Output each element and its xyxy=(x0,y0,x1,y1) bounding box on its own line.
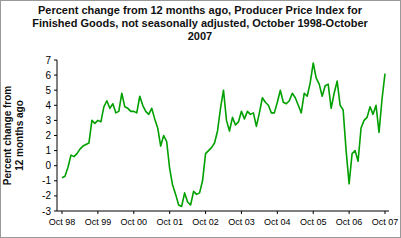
x-tick xyxy=(241,211,242,214)
plot-area xyxy=(62,63,385,206)
y-label-line: 12 months ago xyxy=(14,100,25,171)
y-tick-label: 6 xyxy=(45,70,51,81)
y-tick xyxy=(54,90,57,91)
y-tick-label: 3 xyxy=(45,115,51,126)
x-tick xyxy=(62,211,63,214)
y-tick-label: -2 xyxy=(42,190,51,201)
title-line: Finished Goods, not seasonally adjusted,… xyxy=(32,17,368,29)
x-tick-label: Oct 06 xyxy=(336,217,363,227)
x-tick xyxy=(277,211,278,214)
y-tick xyxy=(54,180,57,181)
x-tick-label: Oct 98 xyxy=(49,217,76,227)
chart-svg: Percent change from 12 months ago, Produ… xyxy=(0,0,401,238)
y-tick xyxy=(54,60,57,61)
x-axis-line xyxy=(57,211,389,212)
y-tick-label: -1 xyxy=(42,175,51,186)
y-tick-label: 1 xyxy=(45,145,51,156)
y-label-line: Percent change from xyxy=(2,86,13,186)
y-axis-label: Percent change from12 months ago xyxy=(2,86,25,186)
y-tick-label: 0 xyxy=(45,160,51,171)
series-line xyxy=(62,63,385,206)
y-tick xyxy=(54,105,57,106)
x-tick-label: Oct 07 xyxy=(372,217,399,227)
y-tick-label: 2 xyxy=(45,130,51,141)
y-tick-label: 7 xyxy=(45,55,51,66)
y-tick-label: 4 xyxy=(45,100,51,111)
x-tick-label: Oct 99 xyxy=(85,217,112,227)
y-tick-label: 5 xyxy=(45,85,51,96)
chart-border xyxy=(1,1,401,238)
x-tick xyxy=(97,211,98,214)
y-tick xyxy=(54,150,57,151)
x-tick xyxy=(169,211,170,214)
x-tick-label: Oct 01 xyxy=(156,217,183,227)
x-tick xyxy=(313,211,314,214)
y-tick xyxy=(54,135,57,136)
title-line: 2007 xyxy=(188,30,212,42)
y-tick xyxy=(54,195,57,196)
x-tick-label: Oct 02 xyxy=(192,217,219,227)
y-tick-label: -3 xyxy=(42,206,51,217)
x-tick-label: Oct 03 xyxy=(228,217,255,227)
x-tick xyxy=(385,211,386,214)
y-tick xyxy=(54,75,57,76)
title-line: Percent change from 12 months ago, Produ… xyxy=(38,4,363,16)
chart-title: Percent change from 12 months ago, Produ… xyxy=(32,4,368,42)
y-tick xyxy=(54,165,57,166)
x-tick-label: Oct 04 xyxy=(264,217,291,227)
x-tick-label: Oct 05 xyxy=(300,217,327,227)
x-tick xyxy=(133,211,134,214)
y-tick xyxy=(54,211,57,212)
x-tick xyxy=(205,211,206,214)
x-tick xyxy=(349,211,350,214)
x-tick-label: Oct 00 xyxy=(121,217,148,227)
chart-container: Percent change from 12 months ago, Produ… xyxy=(0,0,401,238)
y-tick xyxy=(54,120,57,121)
